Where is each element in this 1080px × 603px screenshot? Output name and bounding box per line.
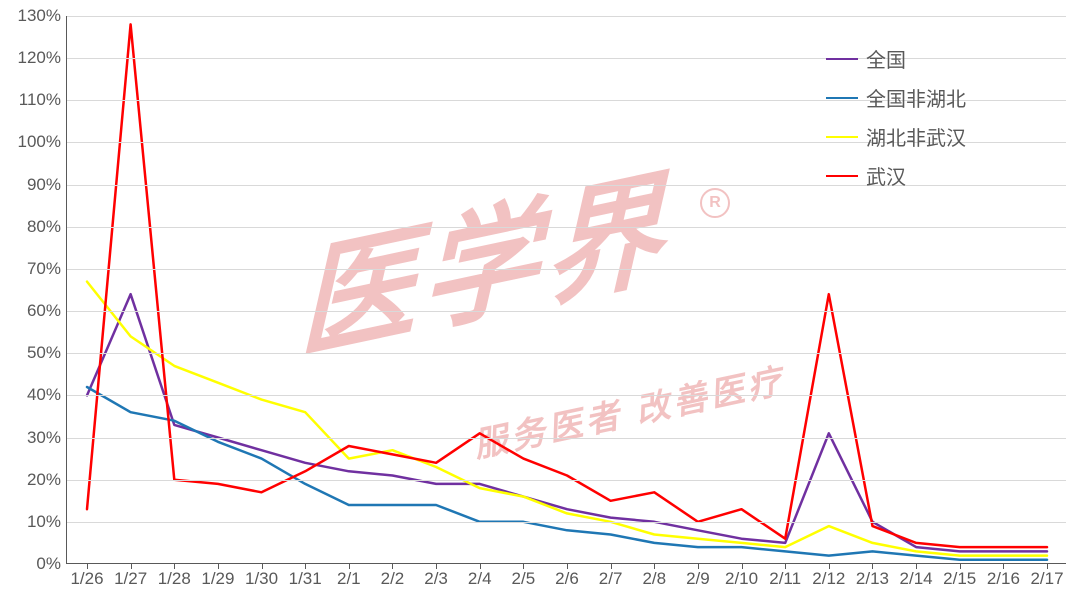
y-axis-label: 130% [18, 6, 67, 26]
series-hubei_ex_wuhan [87, 282, 1047, 556]
x-axis-label: 1/26 [70, 563, 103, 589]
x-axis-label: 2/11 [769, 563, 801, 589]
x-axis-label: 1/31 [289, 563, 322, 589]
gridline [67, 438, 1066, 439]
y-axis-label: 110% [19, 90, 67, 110]
legend-label: 全国非湖北 [866, 83, 966, 112]
x-axis-label: 2/8 [642, 563, 666, 589]
x-axis-label: 1/29 [201, 563, 234, 589]
x-axis-label: 2/10 [725, 563, 758, 589]
x-axis-label: 2/9 [686, 563, 710, 589]
series-national_ex_hubei [87, 387, 1047, 560]
y-axis-label: 50% [27, 343, 67, 363]
y-axis-label: 80% [27, 217, 67, 237]
x-axis-label: 2/7 [599, 563, 623, 589]
x-axis-label: 2/3 [424, 563, 448, 589]
gridline [67, 480, 1066, 481]
x-axis-label: 2/4 [468, 563, 492, 589]
y-axis-label: 20% [27, 470, 67, 490]
x-axis-label: 2/6 [555, 563, 579, 589]
gridline [67, 16, 1066, 17]
x-axis-label: 1/30 [245, 563, 278, 589]
legend-item-national: 全国 [826, 44, 966, 73]
y-axis-label: 0% [36, 554, 67, 574]
y-axis-label: 30% [27, 428, 67, 448]
x-axis-label: 2/16 [987, 563, 1020, 589]
y-axis-label: 10% [27, 512, 67, 532]
legend-item-wuhan: 武汉 [826, 161, 966, 190]
x-axis-label: 2/12 [812, 563, 845, 589]
x-axis-label: 2/13 [856, 563, 889, 589]
y-axis-label: 70% [27, 259, 67, 279]
legend-swatch [826, 136, 858, 138]
legend-swatch [826, 97, 858, 99]
gridline [67, 395, 1066, 396]
legend: 全国全国非湖北湖北非武汉武汉 [824, 38, 968, 196]
legend-label: 武汉 [866, 161, 906, 190]
legend-item-national_ex_hubei: 全国非湖北 [826, 83, 966, 112]
y-axis-label: 60% [27, 301, 67, 321]
gridline [67, 353, 1066, 354]
gridline [67, 227, 1066, 228]
x-axis-label: 1/28 [158, 563, 191, 589]
legend-item-hubei_ex_wuhan: 湖北非武汉 [826, 122, 966, 151]
gridline [67, 311, 1066, 312]
x-axis-label: 2/2 [381, 563, 405, 589]
y-axis-label: 120% [18, 48, 67, 68]
chart-container: 医学界 R 服务医者 改善医疗 0%10%20%30%40%50%60%70%8… [0, 0, 1080, 603]
y-axis-label: 100% [18, 132, 67, 152]
gridline [67, 522, 1066, 523]
y-axis-label: 90% [27, 175, 67, 195]
x-axis-label: 2/5 [512, 563, 536, 589]
legend-swatch [826, 175, 858, 177]
legend-label: 全国 [866, 44, 906, 73]
legend-swatch [826, 58, 858, 60]
legend-label: 湖北非武汉 [866, 122, 966, 151]
x-axis-label: 2/17 [1030, 563, 1063, 589]
gridline [67, 269, 1066, 270]
x-axis-label: 2/15 [943, 563, 976, 589]
x-axis-label: 2/1 [337, 563, 361, 589]
x-axis-label: 1/27 [114, 563, 147, 589]
y-axis-label: 40% [27, 385, 67, 405]
x-axis-label: 2/14 [900, 563, 933, 589]
